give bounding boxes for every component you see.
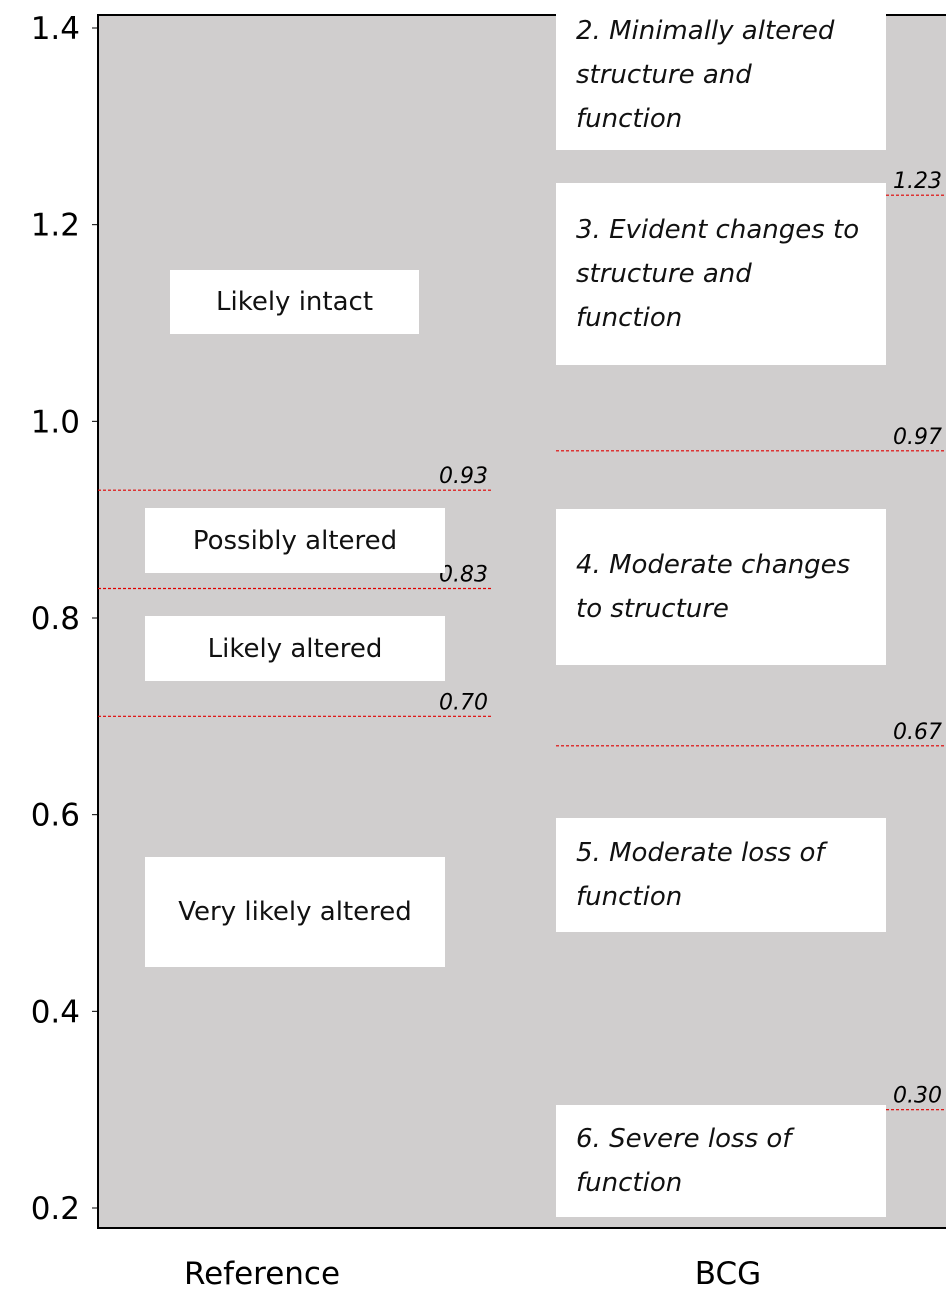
threshold-label: 0.30 [893,1084,942,1109]
y-tick-label: 1.0 [31,404,80,440]
zone-label: 3. Evident changes to structure and func… [556,183,886,365]
x-axis-label: BCG [695,1256,761,1289]
threshold-label: 0.70 [439,690,488,715]
y-tick-label: 0.8 [31,601,80,637]
y-tick-label: 0.4 [31,994,80,1030]
zone-label: 2. Minimally altered structure and funct… [556,0,886,150]
threshold-label: 0.97 [893,425,942,450]
zone-label: 6. Severe loss of function [556,1105,886,1217]
zone-label: Very likely altered [145,857,445,967]
x-axis-label: Reference [184,1256,340,1289]
threshold-label: 1.23 [893,169,942,194]
zone-label: Likely intact [170,270,419,334]
y-tick-label: 1.4 [31,11,80,47]
threshold-label: 0.93 [439,464,488,489]
zone-label: Likely altered [145,616,445,681]
zone-label: 4. Moderate changes to structure [556,509,886,665]
y-tick-label: 0.6 [31,798,80,834]
threshold-label: 0.83 [439,563,488,588]
zone-label: Possibly altered [145,508,445,573]
threshold-label: 0.67 [893,720,942,745]
zone-label: 5. Moderate loss of function [556,818,886,932]
y-tick-label: 1.2 [31,208,80,244]
y-tick-label: 0.2 [31,1191,80,1227]
